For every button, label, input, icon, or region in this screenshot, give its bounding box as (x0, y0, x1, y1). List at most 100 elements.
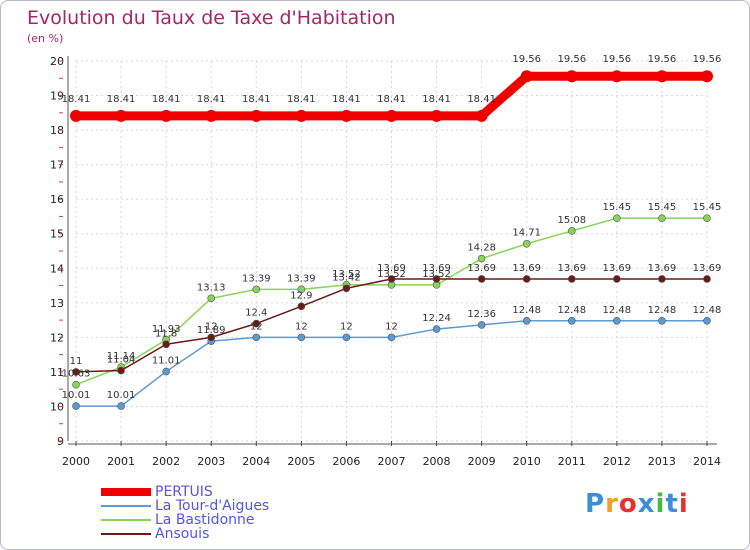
logo-letter: i (678, 489, 689, 519)
data-point (430, 109, 443, 122)
data-label: 15.45 (693, 202, 722, 213)
chart-unit: (en %) (27, 32, 64, 45)
x-tick-label: 2013 (648, 455, 676, 468)
data-point (565, 70, 578, 83)
data-label: 12.48 (603, 305, 632, 316)
data-point (522, 275, 531, 283)
y-tick-label: 13 (50, 297, 64, 310)
data-label: 13.69 (693, 263, 722, 274)
y-tick-label: 17 (50, 159, 64, 172)
data-point (613, 316, 621, 325)
data-label: 18.41 (62, 94, 91, 105)
data-label: 13.42 (332, 272, 361, 283)
data-point (567, 316, 576, 325)
y-tick-label: 18 (50, 124, 64, 137)
data-label: 12.9 (290, 290, 312, 301)
logo-letter: o (618, 489, 638, 519)
data-label: 12.48 (693, 305, 722, 316)
data-point (658, 316, 666, 325)
data-point (297, 333, 306, 342)
data-label: 13.52 (422, 269, 451, 280)
data-point (387, 333, 396, 342)
data-point (72, 402, 80, 410)
x-tick-label: 2001 (107, 455, 135, 468)
data-label: 13.39 (287, 273, 316, 284)
x-tick-label: 2004 (242, 455, 270, 468)
data-point (385, 109, 398, 122)
data-label: 18.41 (377, 94, 406, 105)
data-label: 11.01 (152, 356, 181, 367)
data-label: 11 (70, 356, 83, 367)
grid (75, 60, 708, 442)
data-label: 19.56 (557, 54, 586, 65)
axes: 9101112131415161718192020002001200220032… (50, 55, 721, 468)
data-point (613, 214, 621, 222)
y-tick-label: 14 (50, 262, 64, 275)
logo-letter: t (665, 489, 679, 519)
y-tick-label: 15 (50, 228, 64, 241)
data-label: 12.48 (512, 305, 541, 316)
data-label: 18.41 (422, 94, 451, 105)
x-tick-label: 2014 (693, 455, 721, 468)
brand-logo: Proxiti (585, 489, 689, 519)
data-point (72, 380, 80, 389)
data-label: 12 (250, 321, 263, 332)
data-point (117, 366, 125, 375)
y-tick-label: 12 (50, 331, 64, 344)
x-tick-label: 2009 (468, 455, 496, 468)
data-point (70, 109, 82, 122)
data-label: 12 (205, 321, 218, 332)
legend-swatch (101, 505, 151, 507)
y-tick-label: 10 (50, 400, 64, 413)
data-label: 12.4 (245, 308, 267, 319)
legend-item-ansouis: Ansouis (101, 527, 269, 541)
data-label: 13.69 (648, 263, 677, 274)
y-tick-label: 19 (50, 90, 64, 103)
data-label: 15.45 (603, 202, 632, 213)
data-point (340, 109, 353, 122)
data-label: 19.56 (648, 54, 677, 65)
y-tick-label: 20 (50, 55, 64, 68)
data-point (610, 70, 623, 83)
data-label: 18.41 (467, 94, 496, 105)
legend-label: La Bastidonne (155, 512, 255, 528)
x-tick-label: 2006 (332, 455, 360, 468)
data-label: 10.01 (62, 390, 91, 401)
data-label: 13.69 (512, 263, 541, 274)
legend-swatch (101, 533, 151, 535)
data-label: 12.24 (422, 313, 451, 324)
legend-label: La Tour-d'Aigues (155, 498, 270, 514)
y-tick-label: 16 (50, 193, 64, 206)
logo-letter: r (605, 489, 619, 519)
data-label: 11.8 (155, 328, 177, 339)
y-tick-label: 11 (50, 366, 64, 379)
data-label: 12.48 (648, 305, 677, 316)
data-label: 14.71 (512, 228, 541, 239)
data-point (162, 340, 170, 349)
data-point (703, 214, 711, 222)
legend-item-la-tour-d-aigues: La Tour-d'Aigues (101, 499, 269, 513)
data-point (567, 275, 576, 283)
data-point (701, 70, 713, 83)
data-label: 11.14 (107, 351, 136, 362)
legend-item-la-bastidonne: La Bastidonne (101, 513, 269, 527)
data-label: 19.56 (603, 54, 632, 65)
data-label: 15.08 (557, 215, 586, 226)
x-tick-label: 2005 (287, 455, 315, 468)
data-point (522, 316, 531, 325)
data-label: 13.69 (422, 263, 451, 274)
data-point (703, 316, 711, 325)
data-point (117, 402, 125, 410)
data-point (432, 275, 441, 283)
data-labels: 18.41 18.41 18.41 18.41 18.41 18.41 18.41 18.41… (62, 54, 722, 401)
data-label: 10.01 (107, 390, 136, 401)
data-label: 18.41 (242, 94, 271, 105)
data-point (477, 321, 486, 329)
data-point (207, 294, 216, 303)
data-label: 18.41 (107, 94, 136, 105)
data-label: 13.69 (603, 263, 632, 274)
data-point (160, 109, 173, 122)
data-label: 13.52 (332, 269, 361, 280)
data-label: 13.69 (377, 263, 406, 274)
data-point (252, 319, 261, 328)
